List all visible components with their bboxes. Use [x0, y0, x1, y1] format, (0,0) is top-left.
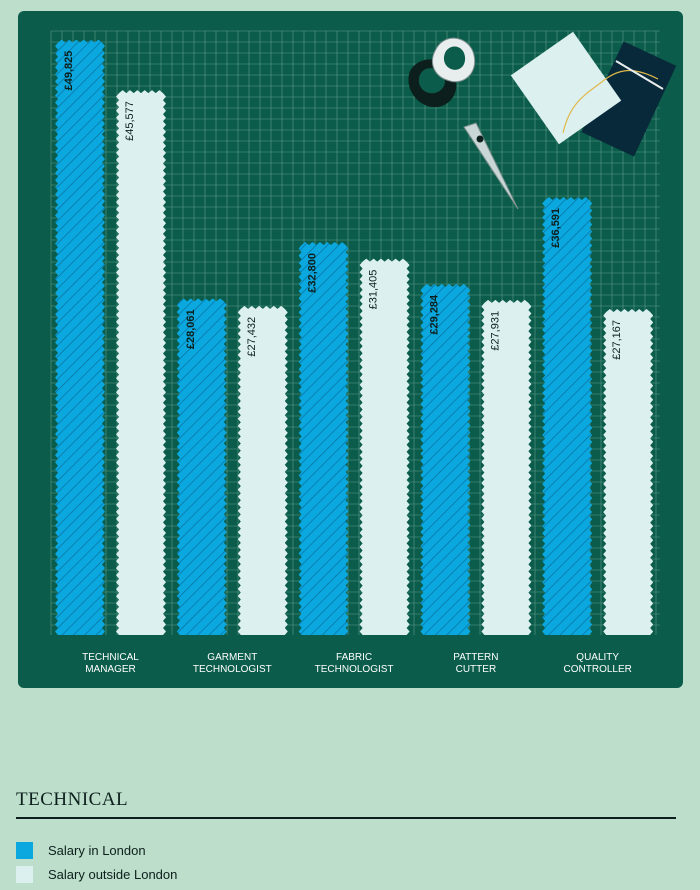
- bar-london: [55, 39, 105, 635]
- value-label: £27,167: [611, 320, 623, 360]
- value-label: £49,825: [63, 51, 75, 91]
- value-label: £28,061: [185, 309, 197, 349]
- section-title: TECHNICAL: [16, 789, 676, 819]
- legend: Salary in London Salary outside London: [16, 838, 177, 886]
- x-tick-label: CONTROLLER: [564, 664, 632, 675]
- salary-bar-chart: £49,825 £45,577 £28,061 £27,432 £32,800 £31,4…: [50, 30, 677, 675]
- value-label: £29,284: [428, 294, 440, 335]
- x-tick-label: MANAGER: [85, 664, 136, 675]
- value-label: £27,931: [489, 311, 501, 351]
- value-label: £31,405: [368, 270, 380, 310]
- fabric-swatch-light: [510, 31, 622, 145]
- bars: [55, 39, 654, 636]
- fabric-swatch-dark: [581, 41, 677, 157]
- value-label: £32,800: [307, 253, 319, 293]
- x-tick-label: TECHNOLOGIST: [193, 664, 272, 675]
- bar-outside-london: [116, 90, 166, 636]
- x-tick-label: TECHNICAL: [82, 652, 139, 663]
- scissors-icon: [408, 37, 519, 210]
- legend-item-outside-london: Salary outside London: [16, 862, 177, 886]
- x-tick-label: PATTERN: [453, 652, 498, 663]
- bar-london: [176, 298, 227, 635]
- bar-london: [298, 242, 349, 635]
- needle: [615, 60, 664, 90]
- x-tick-label: TECHNOLOGIST: [315, 664, 394, 675]
- legend-item-london: Salary in London: [16, 838, 177, 862]
- x-tick-label: QUALITY: [576, 652, 619, 663]
- bar-london: [542, 196, 593, 635]
- legend-swatch-london: [16, 841, 33, 859]
- bar-outside-london: [481, 299, 532, 635]
- x-tick-label: GARMENT: [207, 652, 257, 663]
- bar-outside-london: [359, 258, 410, 635]
- bar-outside-london: [603, 308, 654, 635]
- thread: [562, 70, 659, 134]
- cutting-mat-board: £49,825 £45,577 £28,061 £27,432 £32,800 £31,4…: [18, 11, 683, 688]
- legend-swatch-outside-london: [16, 865, 33, 883]
- bar-outside-london: [237, 305, 288, 635]
- legend-label-outside-london: Salary outside London: [48, 866, 178, 882]
- sewing-illustration: [408, 31, 677, 210]
- value-label: £45,577: [124, 101, 136, 141]
- x-tick-label: FABRIC: [336, 652, 372, 663]
- value-label: £36,591: [550, 208, 562, 248]
- value-label: £27,432: [246, 317, 258, 357]
- legend-label-london: Salary in London: [48, 842, 146, 858]
- value-labels: £49,825 £45,577 £28,061 £27,432 £32,800 £31,4…: [63, 51, 623, 360]
- bar-london: [420, 283, 471, 635]
- x-tick-label: CUTTER: [456, 664, 497, 675]
- x-axis-labels: TECHNICALMANAGERGARMENTTECHNOLOGISTFABRI…: [82, 652, 632, 675]
